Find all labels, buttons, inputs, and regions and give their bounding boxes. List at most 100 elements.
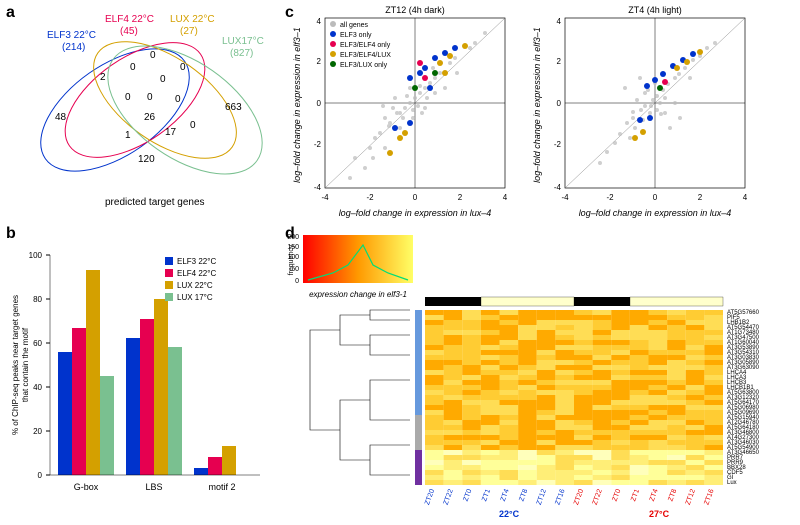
- svg-text:ELF3/ELF4 only: ELF3/ELF4 only: [340, 42, 391, 49]
- venn-lux22-label: LUX 22°C: [170, 14, 215, 25]
- venn-elf3-label: ELF3 22°C: [47, 30, 96, 41]
- svg-text:2: 2: [557, 57, 562, 66]
- svg-text:ZT4: ZT4: [500, 488, 511, 502]
- svg-text:80: 80: [33, 295, 42, 304]
- venn-svg: ELF3 22°C (214) ELF4 22°C (45) LUX 22°C …: [0, 0, 280, 220]
- dendrogram: [310, 310, 410, 475]
- svg-text:0: 0: [125, 92, 131, 103]
- svg-text:-4: -4: [314, 183, 322, 192]
- svg-text:0: 0: [147, 92, 153, 103]
- svg-text:frequency: frequency: [288, 244, 295, 275]
- svg-text:LBS: LBS: [145, 482, 162, 492]
- svg-text:ZT1: ZT1: [630, 488, 641, 502]
- svg-text:ZT12 (4h dark): ZT12 (4h dark): [385, 5, 445, 15]
- venn-elf4-label: ELF4 22°C: [105, 14, 154, 25]
- svg-text:ELF3/ELF4/LUX: ELF3/ELF4/LUX: [340, 52, 391, 59]
- svg-text:-2: -2: [314, 140, 322, 149]
- svg-text:ZT12: ZT12: [536, 488, 548, 506]
- svg-text:0: 0: [653, 193, 658, 202]
- svg-text:motif 2: motif 2: [208, 482, 235, 492]
- heatmap-svg: 0 50 100 150 200 frequency expression ch…: [285, 225, 800, 520]
- svg-text:ZT4 (4h light): ZT4 (4h light): [628, 5, 682, 15]
- panel-c: c ZT12 (4h dark): [285, 0, 800, 225]
- svg-text:Lux: Lux: [727, 480, 737, 486]
- venn-lux17-label: LUX17°C: [222, 36, 264, 47]
- scatter-svg: ZT12 (4h dark) -4 -2 0 2 4 -4 -2 0 2 4: [285, 0, 800, 225]
- panel-d-label: d: [285, 225, 295, 243]
- svg-text:0: 0: [295, 278, 299, 285]
- panel-d: d 0 50 100 150 200 frequency expression …: [285, 225, 800, 520]
- svg-text:27°C: 27°C: [649, 509, 670, 519]
- svg-text:ZT22: ZT22: [443, 488, 455, 506]
- svg-text:ELF3 only: ELF3 only: [340, 32, 372, 39]
- scatter-zt4: ZT4 (4h light) -4-2024 -4-2024 log–fold …: [554, 5, 748, 218]
- svg-text:48: 48: [55, 112, 67, 123]
- svg-text:663: 663: [225, 102, 242, 113]
- scatter-legend: all genes ELF3 only ELF3/ELF4 only ELF3/…: [330, 21, 391, 69]
- bar-svg: 0 20 40 60 80 100 % of ChIP-seq peaks ne…: [0, 225, 280, 520]
- svg-text:ELF4 22°C: ELF4 22°C: [177, 269, 216, 278]
- svg-text:0: 0: [413, 193, 418, 202]
- svg-text:ZT16: ZT16: [703, 488, 715, 506]
- svg-text:0: 0: [150, 50, 156, 61]
- x-ticks: ZT20ZT22ZT0ZT1ZT4ZT8ZT12ZT16ZT20ZT22ZT0Z…: [424, 488, 716, 506]
- svg-text:ZT12: ZT12: [685, 488, 697, 506]
- svg-text:20: 20: [33, 427, 42, 436]
- svg-text:ELF3/LUX only: ELF3/LUX only: [340, 62, 388, 69]
- svg-text:0: 0: [175, 94, 181, 105]
- svg-text:0: 0: [130, 62, 136, 73]
- svg-text:ZT8: ZT8: [667, 488, 678, 502]
- svg-text:26: 26: [144, 112, 156, 123]
- svg-text:4: 4: [317, 17, 322, 26]
- panel-b-label: b: [6, 225, 16, 243]
- svg-text:-4: -4: [561, 193, 569, 202]
- svg-text:2: 2: [458, 193, 463, 202]
- svg-text:% of ChIP-seq peaks near targe: % of ChIP-seq peaks near target genes: [11, 295, 20, 435]
- heatmap-cells: [425, 310, 723, 485]
- svg-text:log–fold change in expression: log–fold change in expression in elf3–1: [292, 27, 302, 183]
- svg-text:-2: -2: [366, 193, 374, 202]
- svg-text:ZT20: ZT20: [573, 488, 585, 506]
- svg-text:LUX 22°C: LUX 22°C: [177, 281, 213, 290]
- svg-text:(27): (27): [180, 26, 198, 37]
- svg-text:100: 100: [29, 251, 43, 260]
- panel-a: a ELF3 22°C (214) ELF4 22°C (45) LUX 22°…: [0, 0, 280, 220]
- svg-text:17: 17: [165, 127, 177, 138]
- svg-text:ZT22: ZT22: [592, 488, 604, 506]
- svg-text:ZT16: ZT16: [554, 488, 566, 506]
- svg-text:all genes: all genes: [340, 22, 369, 29]
- svg-text:1: 1: [125, 130, 131, 141]
- cluster-bar: [415, 310, 422, 485]
- svg-text:-2: -2: [606, 193, 614, 202]
- svg-text:2: 2: [317, 57, 322, 66]
- svg-text:ZT4: ZT4: [649, 488, 660, 502]
- svg-text:22°C: 22°C: [499, 509, 520, 519]
- svg-text:ZT8: ZT8: [518, 488, 529, 502]
- svg-text:log–fold change in expression: log–fold change in expression in elf3–1: [532, 27, 542, 183]
- svg-text:G-box: G-box: [74, 482, 99, 492]
- svg-text:-4: -4: [554, 183, 562, 192]
- svg-text:0: 0: [160, 74, 166, 85]
- svg-text:0: 0: [190, 120, 196, 131]
- svg-text:0: 0: [180, 62, 186, 73]
- svg-text:-4: -4: [321, 193, 329, 202]
- svg-text:LUX 17°C: LUX 17°C: [177, 293, 213, 302]
- svg-text:4: 4: [503, 193, 508, 202]
- svg-text:ELF3 22°C: ELF3 22°C: [177, 257, 216, 266]
- svg-text:log–fold change in expression: log–fold change in expression in lux–4: [339, 208, 492, 218]
- svg-text:that contain the motif: that contain the motif: [21, 327, 30, 402]
- color-scale: 0 50 100 150 200 frequency expression ch…: [287, 234, 413, 299]
- svg-text:60: 60: [33, 339, 42, 348]
- svg-text:120: 120: [138, 154, 155, 165]
- svg-text:(827): (827): [230, 48, 253, 59]
- svg-text:log–fold change in expression: log–fold change in expression in lux–4: [579, 208, 732, 218]
- svg-text:(214): (214): [62, 42, 85, 53]
- svg-text:0: 0: [38, 471, 43, 480]
- svg-text:(45): (45): [120, 26, 138, 37]
- panel-c-label: c: [285, 4, 294, 22]
- svg-text:ZT1: ZT1: [481, 488, 492, 502]
- gene-labels: AT5G57660PIF5LHB1B2AT5G54470AT1G73480AT3…: [727, 310, 760, 486]
- day-night-bars: [425, 297, 723, 306]
- svg-text:expression change in elf3-1: expression change in elf3-1: [309, 290, 407, 299]
- svg-text:2: 2: [698, 193, 703, 202]
